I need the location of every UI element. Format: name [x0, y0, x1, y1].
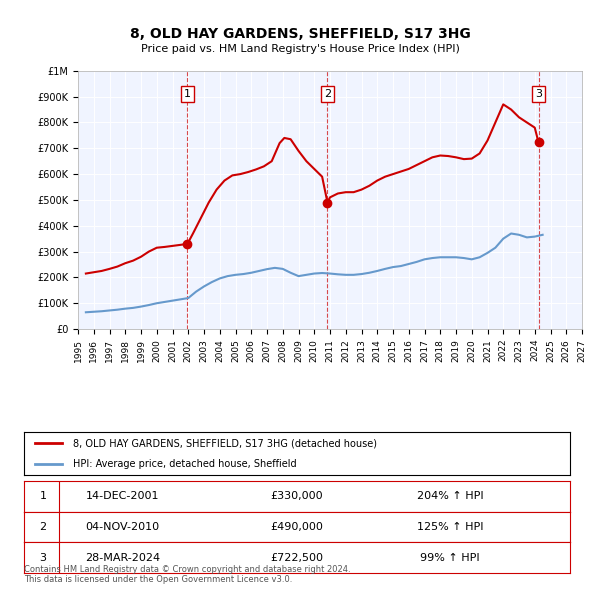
Text: 125% ↑ HPI: 125% ↑ HPI — [416, 522, 483, 532]
Text: Contains HM Land Registry data © Crown copyright and database right 2024.
This d: Contains HM Land Registry data © Crown c… — [24, 565, 350, 584]
Text: 04-NOV-2010: 04-NOV-2010 — [85, 522, 160, 532]
Text: 3: 3 — [535, 89, 542, 99]
Text: £330,000: £330,000 — [271, 491, 323, 501]
Text: 3: 3 — [40, 553, 47, 562]
Text: 14-DEC-2001: 14-DEC-2001 — [86, 491, 159, 501]
Text: £722,500: £722,500 — [271, 553, 323, 562]
Text: 8, OLD HAY GARDENS, SHEFFIELD, S17 3HG (detached house): 8, OLD HAY GARDENS, SHEFFIELD, S17 3HG (… — [73, 438, 377, 448]
Text: HPI: Average price, detached house, Sheffield: HPI: Average price, detached house, Shef… — [73, 460, 297, 469]
Text: 28-MAR-2024: 28-MAR-2024 — [85, 553, 160, 562]
Text: 1: 1 — [40, 491, 47, 501]
Text: 1: 1 — [184, 89, 191, 99]
Text: 2: 2 — [324, 89, 331, 99]
Text: 8, OLD HAY GARDENS, SHEFFIELD, S17 3HG: 8, OLD HAY GARDENS, SHEFFIELD, S17 3HG — [130, 27, 470, 41]
Text: 204% ↑ HPI: 204% ↑ HPI — [416, 491, 483, 501]
Text: Price paid vs. HM Land Registry's House Price Index (HPI): Price paid vs. HM Land Registry's House … — [140, 44, 460, 54]
Text: 99% ↑ HPI: 99% ↑ HPI — [420, 553, 479, 562]
Text: £490,000: £490,000 — [271, 522, 323, 532]
Text: 2: 2 — [40, 522, 47, 532]
